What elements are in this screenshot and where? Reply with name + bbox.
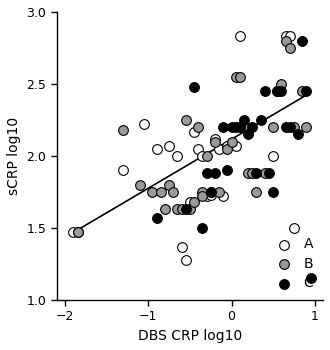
C — [250, 124, 255, 130]
B — [250, 170, 255, 176]
A — [216, 146, 222, 152]
B — [241, 124, 247, 130]
A — [175, 153, 180, 159]
Y-axis label: sCRP log10: sCRP log10 — [7, 117, 21, 195]
C — [246, 132, 251, 137]
C — [283, 124, 288, 130]
A — [121, 168, 126, 173]
B — [271, 124, 276, 130]
B — [183, 117, 188, 123]
C — [266, 170, 272, 176]
A — [208, 192, 214, 198]
B — [246, 170, 251, 176]
C — [208, 189, 214, 195]
B — [208, 189, 214, 195]
C — [237, 124, 243, 130]
A — [287, 34, 292, 39]
C — [300, 38, 305, 43]
C — [229, 124, 234, 130]
C — [183, 206, 188, 212]
C — [225, 168, 230, 173]
B — [279, 81, 284, 87]
C — [254, 170, 259, 176]
B — [196, 124, 201, 130]
B — [75, 230, 80, 235]
C — [233, 124, 238, 130]
A — [200, 153, 205, 159]
A — [212, 136, 217, 141]
B — [262, 170, 267, 176]
C — [212, 170, 217, 176]
A — [237, 34, 243, 39]
C — [262, 89, 267, 94]
A — [142, 121, 147, 127]
B — [200, 194, 205, 199]
A — [154, 146, 159, 152]
B — [291, 124, 297, 130]
B — [304, 124, 309, 130]
A — [225, 143, 230, 149]
B — [121, 127, 126, 133]
C — [295, 132, 301, 137]
A — [71, 230, 76, 235]
B — [275, 89, 280, 94]
A — [271, 153, 276, 159]
A — [291, 225, 297, 231]
B — [162, 206, 168, 212]
C — [204, 170, 209, 176]
B — [158, 189, 163, 195]
B — [191, 199, 197, 205]
A — [220, 194, 226, 199]
A — [191, 129, 197, 134]
C — [220, 124, 226, 130]
B — [225, 146, 230, 152]
A — [233, 143, 238, 149]
A — [183, 257, 188, 262]
B — [233, 74, 238, 79]
B — [283, 38, 288, 43]
C — [279, 89, 284, 94]
C — [200, 225, 205, 231]
A — [187, 199, 193, 205]
B — [75, 230, 80, 235]
B — [212, 139, 217, 145]
B — [254, 189, 259, 195]
C — [258, 117, 263, 123]
A — [196, 146, 201, 152]
C — [271, 189, 276, 195]
B — [179, 206, 184, 212]
C — [287, 124, 292, 130]
C — [154, 215, 159, 221]
A — [179, 244, 184, 250]
C — [191, 84, 197, 90]
B — [200, 189, 205, 195]
B — [216, 189, 222, 195]
B — [287, 45, 292, 51]
C — [304, 89, 309, 94]
B — [237, 74, 243, 79]
B — [137, 182, 143, 188]
B — [229, 139, 234, 145]
C — [275, 89, 280, 94]
A — [166, 143, 172, 149]
A — [283, 34, 288, 39]
C — [308, 276, 313, 281]
X-axis label: DBS CRP log10: DBS CRP log10 — [138, 329, 242, 343]
B — [175, 206, 180, 212]
B — [150, 189, 155, 195]
B — [204, 153, 209, 159]
C — [241, 117, 247, 123]
B — [300, 89, 305, 94]
B — [166, 182, 172, 188]
A — [204, 194, 209, 199]
Legend: A, B, C: A, B, C — [265, 232, 319, 296]
B — [171, 189, 176, 195]
B — [187, 206, 193, 212]
